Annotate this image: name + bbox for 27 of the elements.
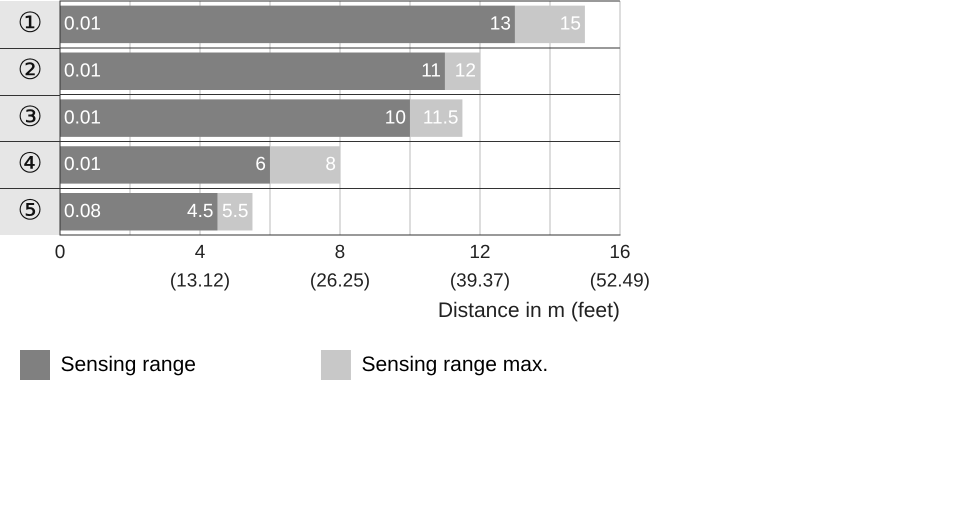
x-tick-label: 0 [54,242,66,263]
annotation: 0.01 [64,154,101,176]
x-tick-label: 12 [469,242,490,263]
x2-tick-label: (13.12) [170,270,230,292]
annotation: 0.01 [64,14,101,35]
annotation: 0.08 [64,201,101,222]
y-tick-label: ⑤ [17,194,43,226]
x2-tick-label: (52.49) [590,270,650,292]
y-tick-label: ③ [17,100,43,132]
y-tick-label: ② [17,54,43,85]
y-tick-label: ④ [17,148,43,179]
x-axis-title: Distance in m (feet) [438,299,620,322]
x2-tick-label: (26.25) [310,270,370,292]
data-label: 10 [384,107,406,128]
x-tick-label: 4 [194,242,206,263]
data-label: 4.5 [187,201,214,222]
data-label: 13 [490,14,511,35]
data-label: 11 [421,60,441,82]
y-tick-label: ① [17,7,43,38]
annotation: 0.01 [64,107,101,128]
legend-label: Sensing range [60,352,301,376]
x-tick-label: 16 [609,242,630,263]
data-label: 6 [255,154,266,176]
legend-label: Sensing range max. [361,352,548,376]
x2-tick-label: (39.37) [450,270,510,292]
x-tick-label: 8 [334,242,346,263]
annotation: 0.01 [64,60,101,82]
